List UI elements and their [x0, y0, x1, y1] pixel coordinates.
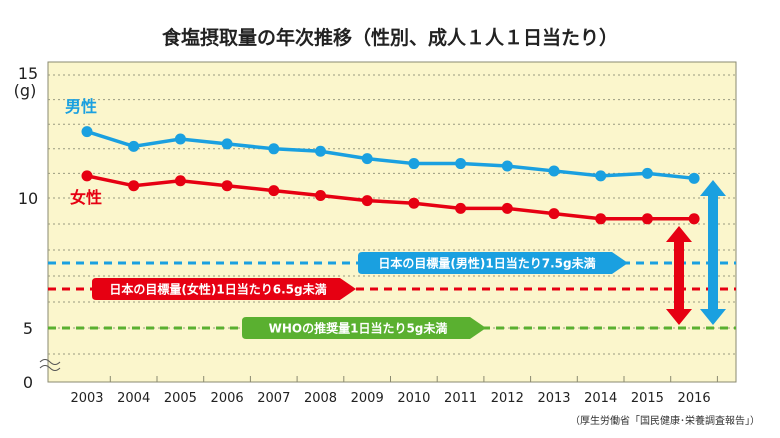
data-point [688, 172, 700, 184]
x-tick-label: 2004 [117, 391, 150, 406]
data-point [548, 208, 560, 220]
data-point [641, 167, 653, 179]
x-tick-label: 2009 [351, 391, 384, 406]
data-point [315, 190, 326, 202]
data-point [408, 197, 420, 209]
axis-break-icon [39, 359, 61, 371]
x-tick-label: 2013 [537, 391, 570, 406]
data-point [501, 202, 513, 214]
data-point [268, 185, 280, 197]
chart-title: 食塩摂取量の年次推移（性別、成人１人１日当たり） [162, 26, 618, 49]
data-point [361, 195, 373, 207]
series-label: 女性 [70, 188, 102, 207]
reference-label: 日本の目標量(男性)1日当たり7.5g未満 [378, 256, 595, 271]
x-tick-label: 2011 [444, 391, 477, 406]
x-tick-label: 2003 [70, 391, 103, 406]
y-tick-label: 5 [23, 319, 33, 338]
x-tick-label: 2005 [164, 391, 197, 406]
data-point [688, 213, 700, 225]
data-point [221, 138, 233, 150]
data-point [641, 213, 653, 225]
y-tick-label: 15 [18, 64, 38, 83]
y-tick-label: 0 [23, 373, 33, 392]
x-tick-label: 2014 [584, 391, 617, 406]
series-label: 男性 [65, 97, 97, 116]
data-point [268, 143, 280, 155]
data-point [595, 213, 607, 225]
data-point [501, 160, 513, 172]
x-tick-label: 2010 [397, 391, 430, 406]
data-point [221, 180, 233, 192]
series-line [86, 129, 695, 181]
data-point [455, 158, 467, 170]
reference-label-box [242, 317, 486, 339]
data-point [455, 202, 467, 214]
reference-label-box [92, 278, 356, 300]
reference-label: WHOの推奨量1日当たり5g未満 [269, 321, 448, 336]
data-point [128, 180, 140, 192]
data-point [81, 170, 93, 182]
data-point [408, 158, 420, 170]
x-tick-label: 2015 [631, 391, 664, 406]
series-line [86, 174, 695, 221]
x-tick-label: 2012 [491, 391, 524, 406]
data-point [595, 170, 607, 182]
x-tick-label: 2008 [304, 391, 337, 406]
y-tick-label: 10 [18, 189, 38, 208]
data-point [81, 126, 93, 138]
data-point [361, 153, 373, 165]
x-tick-label: 2016 [678, 391, 711, 406]
reference-label-box [358, 252, 628, 274]
x-tick-label: 2006 [211, 391, 244, 406]
y-axis-label: (g) [14, 81, 37, 100]
source-note: （厚生労働省「国民健康･栄養調査報告」） [570, 414, 760, 427]
data-point [128, 140, 140, 152]
data-point [174, 133, 186, 145]
data-point [315, 145, 326, 157]
double-arrow-icon [666, 226, 692, 325]
double-arrow-icon [700, 180, 726, 325]
data-point [548, 165, 560, 177]
data-point [174, 175, 186, 187]
reference-label: 日本の目標量(女性)1日当たり6.5g未満 [109, 282, 326, 297]
x-tick-label: 2007 [257, 391, 290, 406]
